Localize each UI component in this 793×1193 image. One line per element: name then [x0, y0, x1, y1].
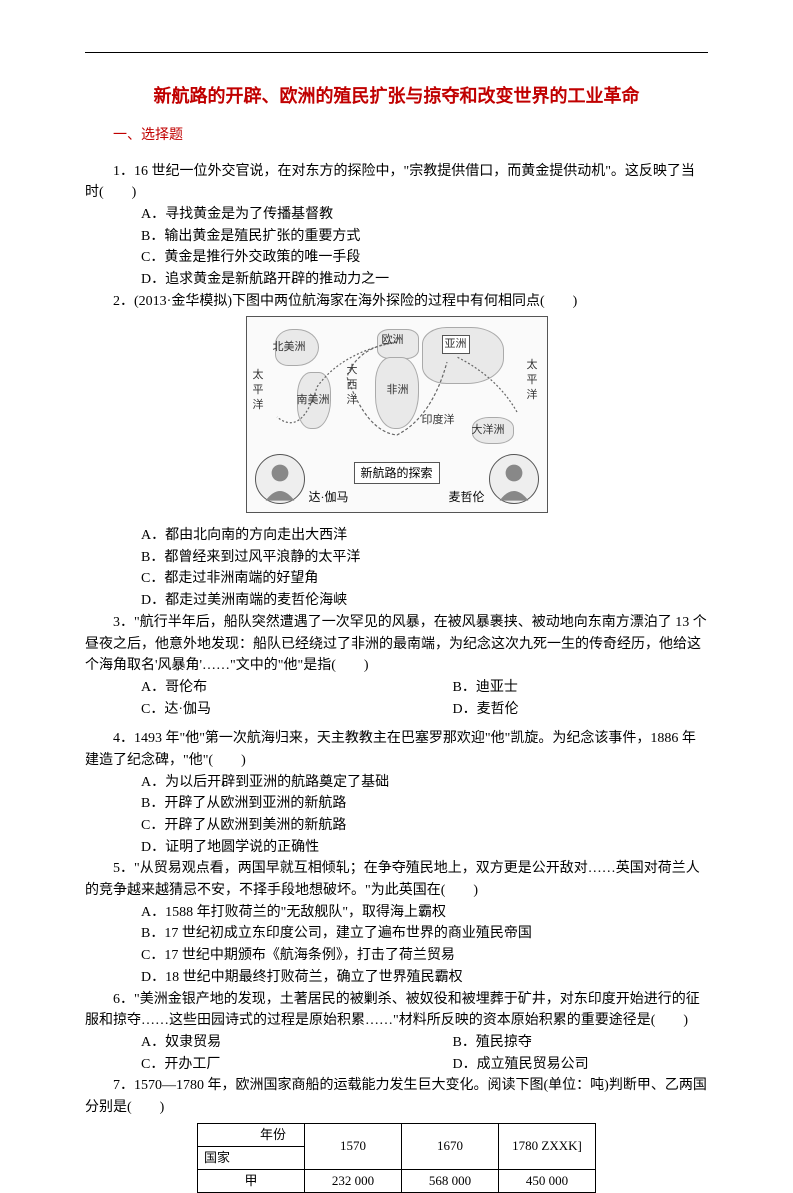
th-year-0: 1570	[305, 1123, 402, 1169]
q5-opt-a: A．1588 年打败荷兰的"无敌舰队"，取得海上霸权	[85, 902, 708, 924]
q6-opt-a: A．奴隶贸易	[85, 1032, 397, 1054]
label-europe: 欧洲	[382, 332, 404, 349]
q7-ship-table: 年份157016701780 ZXXK] 国家甲232 000568 000450…	[197, 1123, 596, 1193]
q3-opt-c: C．达·伽马	[85, 699, 397, 721]
th-country: 国家	[198, 1146, 305, 1169]
label-oceania: 大洋洲	[472, 422, 505, 439]
q2-stem: 2．(2013·金华模拟)下图中两位航海家在海外探险的过程中有何相同点( )	[85, 291, 708, 313]
q1-opt-c: C．黄金是推行外交政策的唯一手段	[85, 247, 708, 269]
q1-stem: 1．16 世纪一位外交官说，在对东方的探险中，"宗教提供借口，而黄金提供动机"。…	[85, 161, 708, 204]
q1-opt-b: B．输出黄金是殖民扩张的重要方式	[85, 226, 708, 248]
q2-opt-d: D．都走过美洲南端的麦哲伦海峡	[85, 590, 708, 612]
th-year: 年份	[198, 1123, 305, 1146]
q2-opt-a: A．都由北向南的方向走出大西洋	[85, 525, 708, 547]
th-year-1: 1670	[402, 1123, 499, 1169]
q5-opt-b: B．17 世纪初成立东印度公司，建立了遍布世界的商业殖民帝国	[85, 923, 708, 945]
q2-opt-b: B．都曾经来到过风平浪静的太平洋	[85, 547, 708, 569]
q6-opt-d: D．成立殖民贸易公司	[397, 1054, 709, 1076]
q5-opt-d: D．18 世纪中期最终打败荷兰，确立了世界殖民霸权	[85, 967, 708, 989]
q6-stem: 6．"美洲金银产地的发现，土著居民的被剿杀、被奴役和被埋葬于矿井，对东印度开始进…	[85, 989, 708, 1032]
q5-opt-c: C．17 世纪中期颁布《航海条例》，打击了荷兰贸易	[85, 945, 708, 967]
q1-opt-d: D．追求黄金是新航路开辟的推动力之一	[85, 269, 708, 291]
label-atlantic3: 洋	[347, 392, 358, 409]
map-caption: 新航路的探索	[353, 462, 439, 485]
label-pacific-r3: 洋	[527, 387, 538, 404]
q7-stem: 7．1570—1780 年，欧洲国家商船的运载能力发生巨大变化。阅读下图(单位：…	[85, 1075, 708, 1118]
row-jia-1: 568 000	[402, 1169, 499, 1192]
spacer	[85, 720, 708, 728]
row-jia-label: 甲	[198, 1169, 305, 1192]
q4-opt-c: C．开辟了从欧洲到美洲的新航路	[85, 815, 708, 837]
q4-opt-a: A．为以后开辟到亚洲的航路奠定了基础	[85, 772, 708, 794]
portrait-dagama-icon	[255, 454, 305, 504]
q1-opt-a: A．寻找黄金是为了传播基督教	[85, 204, 708, 226]
q2-map-figure: 北美洲 南美洲 欧洲 亚洲 非洲 印度洋 大洋洲 太 平 洋 太 平 洋 大 西…	[85, 316, 708, 521]
q6-opt-c: C．开办工厂	[85, 1054, 397, 1076]
q3-stem: 3．"航行半年后，船队突然遭遇了一次罕见的风暴，在被风暴裹挟、被动地向东南方漂泊…	[85, 612, 708, 677]
q3-opt-d: D．麦哲伦	[397, 699, 709, 721]
label-namerica: 北美洲	[273, 339, 306, 356]
q4-opt-d: D．证明了地圆学说的正确性	[85, 837, 708, 859]
row-jia-0: 232 000	[305, 1169, 402, 1192]
label-pacific-l3: 洋	[253, 397, 264, 414]
q3-opt-a: A．哥伦布	[85, 677, 397, 699]
world-map-box: 北美洲 南美洲 欧洲 亚洲 非洲 印度洋 大洋洲 太 平 洋 太 平 洋 大 西…	[246, 316, 548, 513]
label-indian: 印度洋	[422, 412, 455, 429]
th-year-2: 1780 ZXXK]	[499, 1123, 596, 1169]
q2-opt-c: C．都走过非洲南端的好望角	[85, 568, 708, 590]
name-dagama: 达·伽马	[309, 488, 349, 507]
top-rule	[85, 52, 708, 53]
name-magellan: 麦哲伦	[448, 488, 484, 507]
q4-stem: 4．1493 年"他"第一次航海归来，天主教教主在巴塞罗那欢迎"他"凯旋。为纪念…	[85, 728, 708, 771]
section-heading: 一、选择题	[85, 125, 708, 147]
label-samerica: 南美洲	[297, 392, 330, 409]
portrait-magellan-icon	[489, 454, 539, 504]
page-title: 新航路的开辟、欧洲的殖民扩张与掠夺和改变世界的工业革命	[85, 83, 708, 111]
label-asia: 亚洲	[442, 335, 470, 354]
q5-stem: 5．"从贸易观点看，两国早就互相倾轧；在争夺殖民地上，双方更是公开敌对……英国对…	[85, 858, 708, 901]
q3-opt-b: B．迪亚士	[397, 677, 709, 699]
q4-opt-b: B．开辟了从欧洲到亚洲的新航路	[85, 793, 708, 815]
row-jia-2: 450 000	[499, 1169, 596, 1192]
q6-opt-b: B．殖民掠夺	[397, 1032, 709, 1054]
label-africa: 非洲	[387, 382, 409, 399]
